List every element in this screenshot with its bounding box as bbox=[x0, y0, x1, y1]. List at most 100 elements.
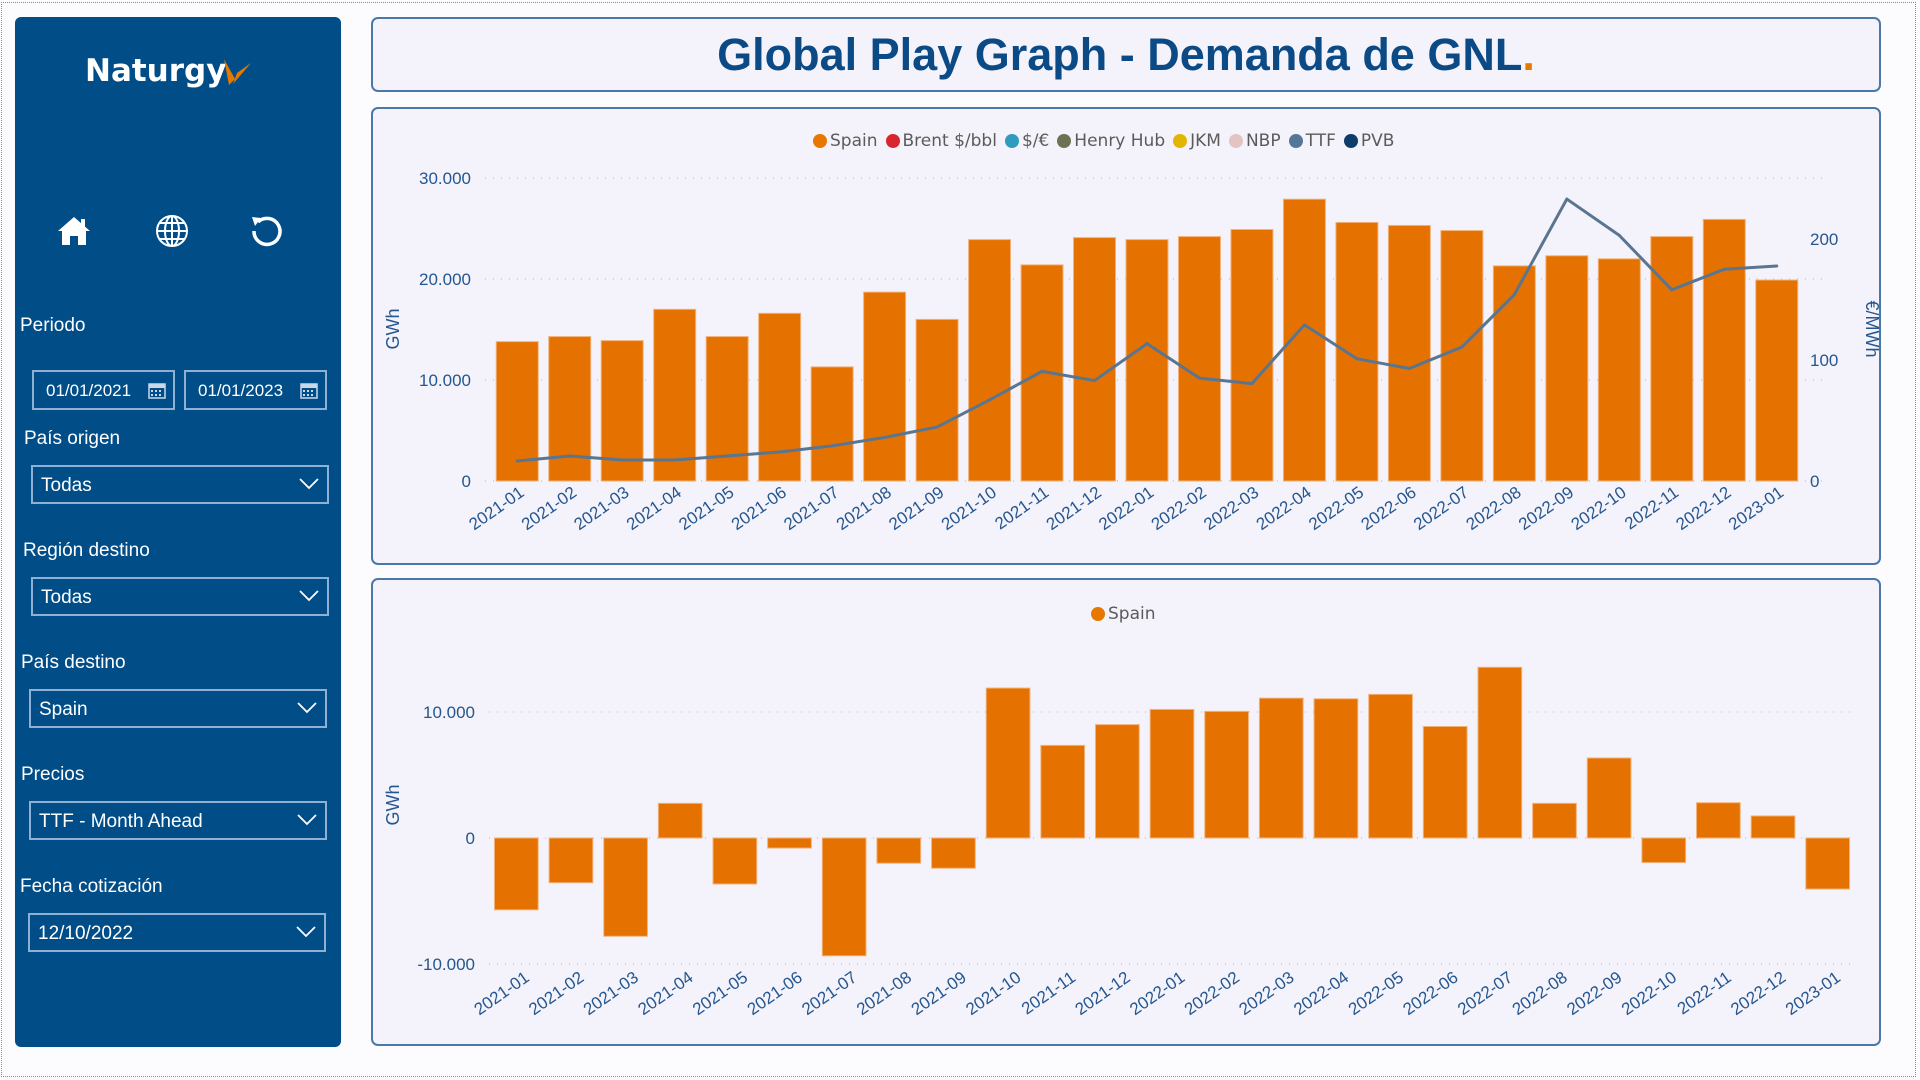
point-ttf bbox=[1407, 366, 1411, 370]
bar-spain bbox=[876, 837, 922, 864]
pais-origen-select[interactable]: Todas bbox=[31, 465, 329, 504]
legend-item[interactable]: PVB bbox=[1343, 131, 1395, 151]
chevron-down-icon bbox=[297, 702, 317, 714]
bar-spain bbox=[653, 308, 697, 482]
precios-select[interactable]: TTF - Month Ahead bbox=[29, 801, 327, 840]
calendar-icon[interactable] bbox=[300, 381, 318, 399]
x-tick-label: 2021-09 bbox=[908, 968, 970, 1019]
x-tick-label: 2021-07 bbox=[798, 968, 860, 1019]
point-ttf bbox=[778, 450, 782, 454]
point-ttf bbox=[1512, 293, 1516, 297]
legend-item[interactable]: Spain bbox=[1091, 604, 1156, 624]
legend-swatch bbox=[1057, 134, 1072, 148]
fecha-cotizacion-select[interactable]: 12/10/2022 bbox=[28, 913, 326, 952]
demand-variation-chart-panel: Spain -10.000 0 10.000 GWh 2021-01 2021-02 202… bbox=[371, 578, 1881, 1046]
bar-spain bbox=[1258, 697, 1304, 839]
brand-logo: Naturgy bbox=[85, 53, 227, 89]
chevron-down-icon bbox=[297, 814, 317, 826]
y-tick-label: 10.000 bbox=[419, 371, 471, 390]
point-ttf bbox=[1355, 357, 1359, 361]
y-tick-label: 10.000 bbox=[423, 703, 475, 722]
point-ttf bbox=[1617, 233, 1621, 237]
x-tick-label: 2021-08 bbox=[853, 968, 915, 1019]
point-ttf bbox=[620, 458, 624, 462]
bar-spain bbox=[985, 687, 1031, 839]
legend-item[interactable]: Henry Hub bbox=[1057, 131, 1165, 151]
fecha-cotizacion-label: Fecha cotización bbox=[20, 876, 163, 897]
x-tick-label: 2021-09 bbox=[885, 483, 947, 534]
x-tick-label: 2022-10 bbox=[1618, 968, 1680, 1019]
legend-swatch bbox=[1091, 607, 1105, 621]
y2-tick-label: 200 bbox=[1810, 230, 1838, 249]
chevron-down-icon bbox=[296, 926, 316, 938]
bar-spain bbox=[600, 340, 644, 482]
x-tick-label: 2021-07 bbox=[780, 483, 842, 534]
x-tick-label: 2021-04 bbox=[635, 968, 697, 1019]
legend-item[interactable]: JKM bbox=[1173, 131, 1221, 151]
bar-spain bbox=[1532, 802, 1577, 839]
bar-spain bbox=[915, 318, 959, 482]
end-date-value: 01/01/2023 bbox=[198, 381, 284, 400]
legend-label: Henry Hub bbox=[1074, 131, 1166, 151]
x-tick-label: 2022-01 bbox=[1126, 968, 1188, 1019]
x-tick-label: 2021-05 bbox=[689, 968, 751, 1019]
legend-label: PVB bbox=[1360, 131, 1395, 151]
bar-spain bbox=[1177, 236, 1221, 482]
point-ttf bbox=[1197, 376, 1201, 380]
sidebar: Naturgy Periodo 01/01/2021 01/01/2023 bbox=[15, 17, 341, 1047]
bar-spain bbox=[1805, 837, 1851, 890]
legend-item[interactable]: $/€ bbox=[1004, 131, 1049, 151]
bar-spain bbox=[705, 336, 749, 482]
y-axis-title: GWh bbox=[383, 308, 403, 349]
x-tick-label: 2022-07 bbox=[1410, 483, 1472, 534]
x-tick-label: 2021-04 bbox=[623, 483, 685, 534]
legend-item[interactable]: Spain bbox=[813, 131, 878, 151]
point-ttf bbox=[830, 444, 834, 448]
start-date-input[interactable]: 01/01/2021 bbox=[32, 370, 175, 410]
legend-item[interactable]: TTF bbox=[1288, 131, 1336, 151]
legend-item[interactable]: NBP bbox=[1228, 131, 1281, 151]
legend-label: JKM bbox=[1190, 131, 1221, 151]
legend-label: Brent $/bbl bbox=[902, 131, 997, 151]
bar-spain bbox=[603, 837, 648, 937]
calendar-icon[interactable] bbox=[148, 381, 166, 399]
x-tick-label: 2022-09 bbox=[1515, 483, 1577, 534]
bar-spain bbox=[1125, 239, 1169, 482]
region-destino-select[interactable]: Todas bbox=[31, 577, 329, 616]
chevron-down-icon bbox=[299, 478, 319, 490]
home-icon[interactable] bbox=[56, 213, 92, 249]
globe-icon[interactable] bbox=[154, 213, 190, 249]
reset-icon[interactable] bbox=[248, 213, 284, 249]
end-date-input[interactable]: 01/01/2023 bbox=[184, 370, 327, 410]
bar-spain bbox=[1440, 230, 1484, 482]
demand-price-chart-panel: Spain Brent $/bbl $/€ Henry Hub JKM NBP TTF PVB… bbox=[371, 107, 1881, 565]
point-ttf bbox=[673, 458, 677, 462]
x-tick-label: 2021-12 bbox=[1072, 968, 1134, 1019]
legend-swatch bbox=[1288, 134, 1303, 148]
bar-spain bbox=[1368, 693, 1413, 839]
legend-swatch bbox=[885, 134, 900, 148]
y-tick-label: 0 bbox=[466, 829, 475, 848]
pais-destino-select[interactable]: Spain bbox=[29, 689, 327, 728]
bar-spain bbox=[931, 837, 976, 869]
bar-spain bbox=[1230, 229, 1274, 482]
x-tick-label: 2022-03 bbox=[1236, 968, 1298, 1019]
x-tick-label: 2021-05 bbox=[675, 483, 737, 534]
bar-spain bbox=[1641, 837, 1687, 864]
x-tick-label: 2022-05 bbox=[1305, 483, 1367, 534]
x-tick-label: 2022-06 bbox=[1358, 483, 1420, 534]
point-ttf bbox=[1250, 382, 1254, 386]
legend-label: Spain bbox=[1108, 604, 1156, 624]
bar-spain bbox=[548, 837, 594, 884]
x-tick-label: 2022-04 bbox=[1253, 483, 1315, 534]
point-ttf bbox=[1040, 369, 1044, 373]
bar-spain bbox=[1387, 224, 1431, 482]
x-tick-label: 2023-01 bbox=[1782, 968, 1844, 1019]
legend-item[interactable]: Brent $/bbl bbox=[885, 131, 997, 151]
bar-spain bbox=[758, 312, 802, 482]
pais-origen-value: Todas bbox=[41, 475, 92, 496]
x-tick-label: 2022-08 bbox=[1509, 968, 1571, 1019]
bar-spain bbox=[495, 341, 539, 482]
bar-spain bbox=[968, 239, 1012, 482]
